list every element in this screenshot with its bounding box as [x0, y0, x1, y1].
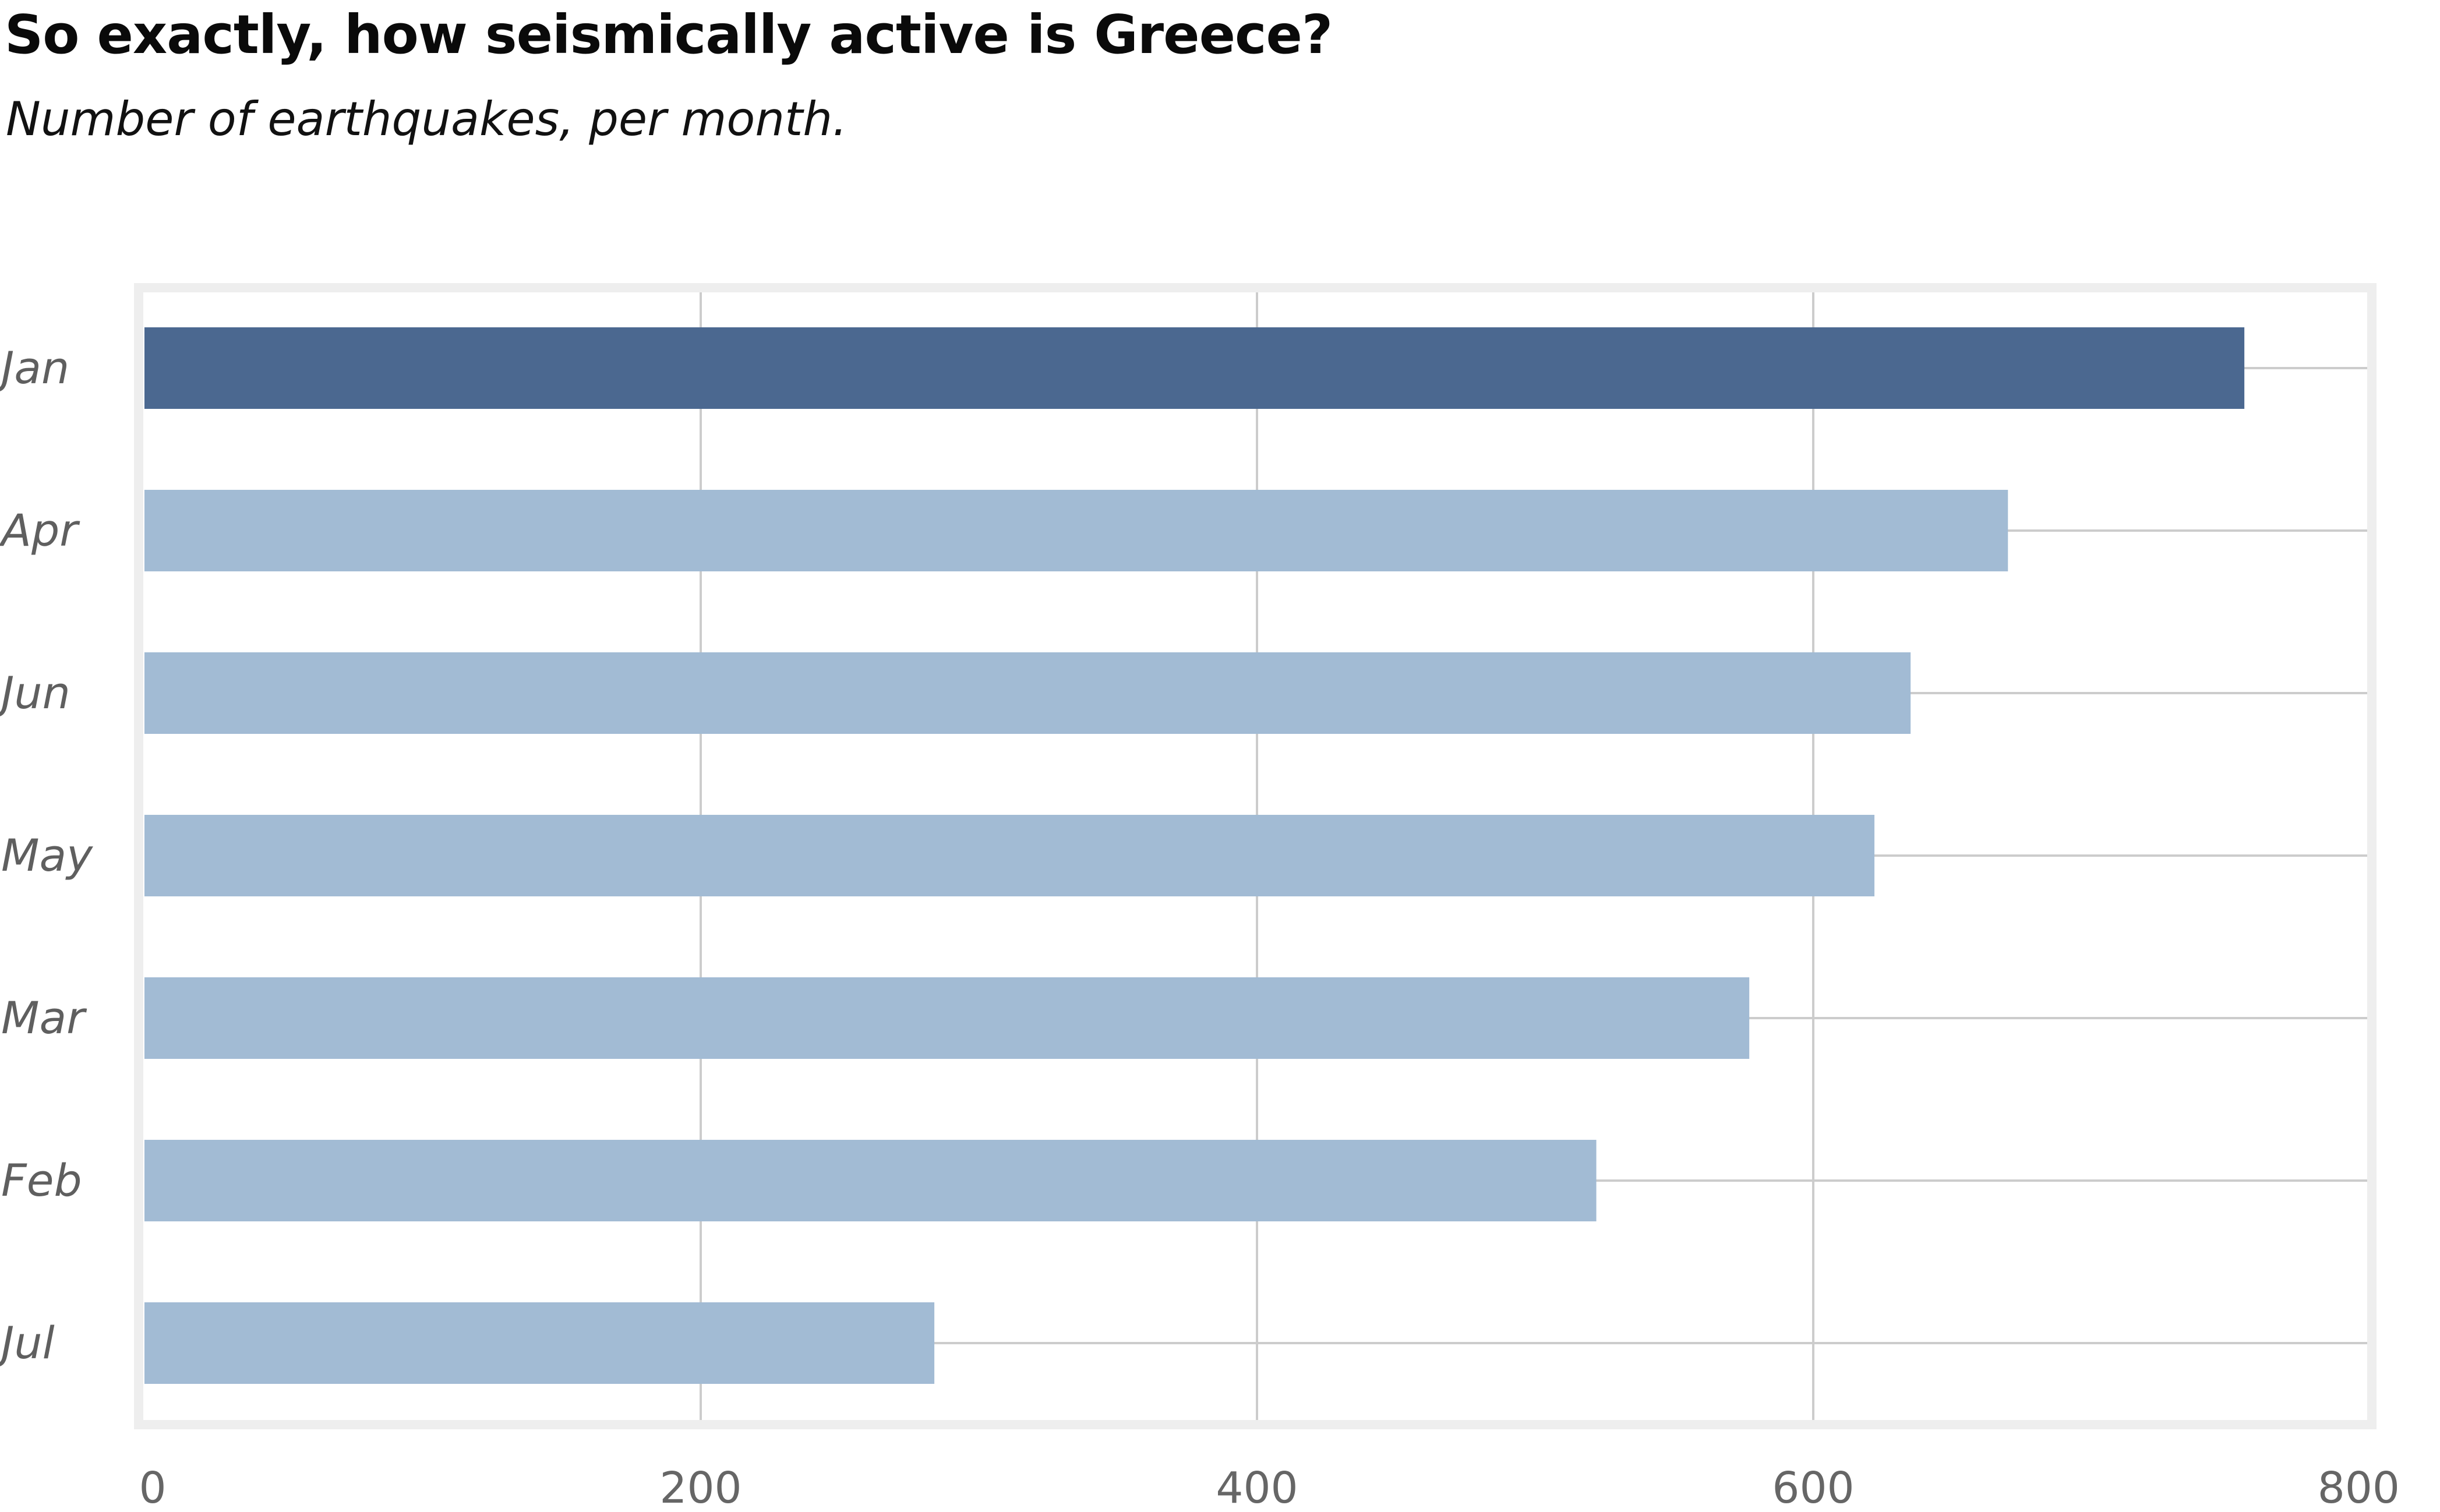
category-label-jun: Jun	[0, 667, 70, 719]
x-tick-label: 600	[1772, 1463, 1854, 1512]
x-tick-label: 0	[139, 1463, 166, 1512]
bar-feb	[144, 1140, 1597, 1221]
bar-jan	[144, 327, 2245, 409]
x-tick-label: 400	[1216, 1463, 1298, 1512]
category-label-may: May	[1, 829, 93, 881]
chart-title: So exactly, how seismically active is Gr…	[5, 3, 1333, 66]
bar-jun	[144, 652, 1911, 734]
x-tick-label: 200	[659, 1463, 741, 1512]
chart-subtitle: Number of earthquakes, per month.	[6, 92, 848, 146]
bars-layer	[144, 327, 2245, 1384]
category-label-mar: Mar	[1, 992, 87, 1044]
bar-jul	[144, 1302, 935, 1384]
bar-may	[144, 815, 1875, 896]
y-axis-category-labels: Jan Apr Jun May Mar Feb Jul	[0, 342, 93, 1369]
plot-frame	[134, 283, 2377, 1429]
x-tick-label: 800	[2318, 1463, 2400, 1512]
category-label-apr: Apr	[0, 504, 80, 556]
category-label-jan: Jan	[0, 342, 69, 394]
category-label-jul: Jul	[0, 1317, 55, 1369]
bar-apr	[144, 490, 2008, 571]
category-label-feb: Feb	[1, 1154, 82, 1206]
x-axis-tick-labels: 0 200 400 600 800	[139, 1463, 2400, 1512]
bar-mar	[144, 977, 1750, 1059]
